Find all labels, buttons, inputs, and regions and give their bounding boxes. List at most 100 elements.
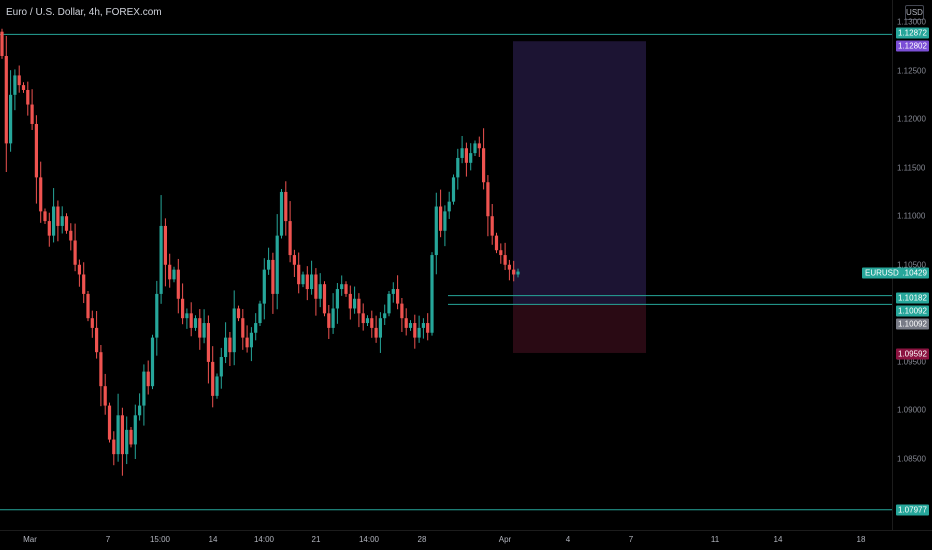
candle-body (215, 376, 219, 396)
candle-body (322, 284, 327, 314)
candle-body (224, 337, 228, 358)
price-label-hline-mid-1: 1.10182 (896, 292, 929, 304)
candle-body (129, 429, 133, 445)
candle-body (353, 298, 357, 309)
candle-body (9, 94, 13, 144)
candle-body (116, 415, 120, 455)
price-tick-label: 1.13000 (897, 17, 926, 27)
price-tick-label: 1.11500 (897, 163, 926, 173)
price-axis-separator (892, 0, 893, 530)
candle-body (133, 415, 137, 445)
candle-body (473, 143, 477, 154)
candle-body (211, 361, 215, 396)
candle-body (206, 323, 210, 362)
candle-body (43, 211, 47, 222)
price-label-entry: 1.10092 (896, 318, 929, 330)
candle-body (288, 221, 292, 256)
candle-body (284, 191, 288, 222)
time-tick-label: 14 (208, 535, 218, 544)
candle-body (516, 271, 520, 275)
candle-body (378, 318, 382, 338)
candle-body (17, 75, 21, 86)
candle-body (34, 123, 38, 178)
candle-body (335, 289, 339, 309)
candle-body (387, 293, 391, 314)
price-label-hline-bottom: 1.07977 (896, 504, 929, 516)
candle-body (219, 357, 223, 377)
candle-body (228, 337, 232, 353)
candle-body (150, 337, 155, 387)
candle-body (512, 269, 516, 275)
candle-body (245, 337, 249, 348)
candle-body (447, 201, 451, 212)
candle-body (267, 259, 271, 270)
price-label-target: 1.12802 (896, 40, 929, 52)
candle-body (434, 206, 438, 256)
candle-body (95, 327, 99, 353)
candle-body (241, 318, 245, 338)
candle-body (499, 250, 503, 256)
candle-body (443, 211, 447, 231)
candle-body (77, 264, 81, 275)
candle-body (344, 284, 348, 294)
target-zone (513, 41, 646, 305)
candle-body (125, 429, 129, 455)
candle-body (430, 255, 434, 333)
candle-body (318, 284, 322, 299)
price-tick-label: 1.10500 (897, 260, 926, 270)
candle-body (292, 255, 296, 265)
candle-body (464, 148, 468, 163)
candle-body (365, 318, 370, 324)
candle-body (198, 318, 202, 338)
candle-body (163, 225, 167, 265)
candle-body (103, 386, 107, 406)
time-tick-label: 14:00 (253, 535, 275, 544)
price-tick-label: 1.09000 (897, 405, 926, 415)
candle-body (327, 313, 331, 328)
candle-body (172, 269, 176, 280)
time-tick-label: 7 (105, 535, 111, 544)
candle-body (348, 293, 352, 309)
price-tick-label: 1.11000 (897, 211, 926, 221)
candle-body (370, 318, 374, 328)
candle-body (86, 293, 90, 319)
candle-body (413, 323, 417, 338)
candle-body (64, 216, 69, 231)
candle-body (301, 274, 305, 285)
candle-body (168, 264, 172, 280)
time-tick-label: 4 (565, 535, 571, 544)
candle-body (460, 148, 464, 158)
candle-body (73, 240, 77, 265)
candle-body (451, 177, 456, 202)
candle-body (249, 332, 253, 348)
price-label-stop: 1.09592 (896, 348, 929, 360)
candle-body (4, 55, 8, 144)
candle-body (258, 303, 262, 324)
candle-body (310, 274, 314, 290)
candle-body (189, 313, 193, 328)
time-tick-label: Apr (498, 535, 512, 544)
chart-title: Euro / U.S. Dollar, 4h, FOREX.com (6, 7, 162, 18)
candle-body (181, 298, 185, 319)
candle-body (47, 221, 51, 236)
candle-body (155, 293, 159, 338)
price-tick-label: 1.09500 (897, 357, 926, 367)
candle-body (0, 31, 4, 56)
candle-body (82, 274, 86, 294)
candle-body (486, 182, 490, 217)
candle-body (305, 274, 309, 290)
candle-body (52, 206, 56, 236)
candle-body (340, 284, 344, 290)
time-tick-label: 18 (856, 535, 866, 544)
candle-body (26, 89, 30, 105)
candle-body (417, 327, 421, 338)
currency-selector[interactable]: USD (905, 5, 924, 20)
candle-body (176, 269, 180, 299)
candle-body (21, 85, 26, 90)
candle-body (331, 308, 335, 328)
time-tick-label: 11 (710, 535, 720, 544)
time-tick-label: 7 (628, 535, 634, 544)
candle-body (262, 269, 266, 304)
